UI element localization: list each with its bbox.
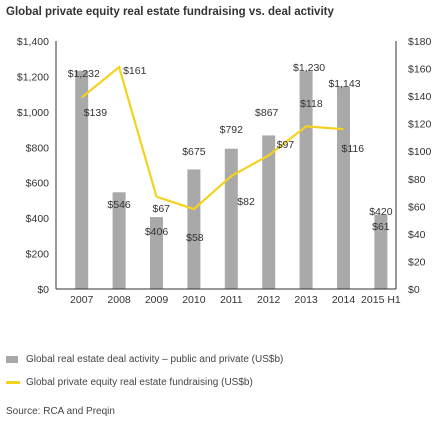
x-axis-tick-label: 2011	[220, 294, 243, 306]
legend-line-swatch	[6, 380, 20, 384]
x-axis-tick-label: 2007	[70, 294, 94, 306]
right-axis-tick-label: $80	[408, 174, 426, 186]
left-axis-tick-label: $800	[26, 142, 50, 154]
bar-value-label: $546	[107, 199, 131, 211]
line-value-label: $61	[372, 221, 390, 233]
right-axis: $0 $20 $40 $60 $80 $100 $120 $140 $160 $180	[395, 36, 432, 296]
bar	[112, 192, 126, 289]
right-axis-tick-label: $60	[408, 201, 426, 213]
bar-series	[75, 70, 388, 289]
right-axis-tick-label: $100	[408, 146, 432, 158]
fundraising-line	[81, 65, 344, 211]
line-value-label: $58	[186, 232, 204, 244]
bar-labels: $1,232 $546 $406 $675 $792 $867 $1,230$1,143 $4…	[68, 62, 393, 238]
x-axis-tick-label: 2008	[107, 294, 131, 306]
right-axis-tick-label: $180	[408, 36, 432, 48]
left-axis-tick-label: $1,400	[17, 36, 49, 48]
bar	[374, 214, 388, 289]
bar	[75, 70, 89, 289]
left-axis-tick-label: $1,000	[17, 107, 49, 119]
bar-value-label: $1,232	[68, 68, 100, 80]
x-axis-tick-label: 2015 H1	[361, 294, 401, 306]
line-value-label: $97	[277, 139, 295, 151]
right-axis-tick-label: $160	[408, 64, 432, 76]
left-axis-tick-label: $400	[26, 213, 50, 225]
bar-value-label: $420	[369, 206, 393, 218]
bar	[150, 217, 163, 289]
bar-value-label: $675	[182, 146, 206, 158]
bar	[187, 169, 201, 289]
right-axis-tick-label: $40	[408, 229, 426, 241]
legend-item-bar: Global real estate deal activity – publi…	[6, 352, 283, 366]
line-value-label: $118	[300, 98, 323, 110]
bar-value-label: $1,143	[328, 78, 360, 90]
x-axis-tick-label: 2013	[294, 294, 318, 306]
left-axis-tick-label: $200	[26, 249, 50, 261]
right-axis-tick-label: $140	[408, 91, 432, 103]
line-value-label: $67	[153, 203, 171, 215]
left-axis: $0 $200 $400 $600 $800 $1,000 $1,200 $1,400	[17, 36, 57, 296]
bar-value-label: $867	[255, 107, 279, 119]
legend-bar-label: Global real estate deal activity – publi…	[26, 353, 284, 365]
chart-title: Global private equity real estate fundra…	[6, 6, 334, 18]
bar-value-label: $792	[220, 124, 244, 136]
right-axis-tick-label: $20	[408, 256, 426, 268]
legend-bar-swatch	[6, 355, 18, 363]
x-axis-tick-label: 2010	[182, 294, 206, 306]
line-value-label: $116	[342, 143, 365, 155]
legend-item-line: Global private equity real estate fundra…	[6, 375, 283, 389]
x-axis-tick-label: 2009	[145, 294, 169, 306]
bar-value-label: $1,230	[293, 62, 325, 74]
legend-line-label: Global private equity real estate fundra…	[26, 376, 253, 388]
left-axis-tick-label: $0	[37, 284, 49, 296]
bar	[224, 148, 238, 289]
right-axis-tick-label: $120	[408, 119, 432, 131]
legend: Global real estate deal activity – publi…	[6, 352, 283, 389]
bar	[337, 86, 350, 289]
chart: $0$200$400$600$800$1,000$1,200$1,400 $0$…	[17, 36, 432, 306]
line-series	[81, 65, 344, 211]
left-axis-tick-label: $1,200	[17, 71, 49, 83]
line-value-label: $139	[84, 107, 108, 119]
line-labels: $139 $161 $67 $58 $82 $97 $118 $116 $61	[84, 65, 390, 244]
left-axis-tick-label: $600	[26, 178, 50, 190]
bar	[262, 135, 276, 289]
source-note: Source: RCA and Preqin	[6, 406, 115, 417]
x-axis: 2007 2008 2009 2010 2011 2012 2013 2014 2015 H1	[56, 288, 401, 306]
x-axis-tick-label: 2012	[257, 294, 281, 306]
bar-value-label: $406	[145, 226, 169, 238]
line-value-label: $161	[123, 65, 147, 77]
right-axis-tick-label: $0	[408, 284, 420, 296]
line-value-label: $82	[237, 196, 255, 208]
x-axis-tick-label: 2014	[332, 294, 356, 306]
